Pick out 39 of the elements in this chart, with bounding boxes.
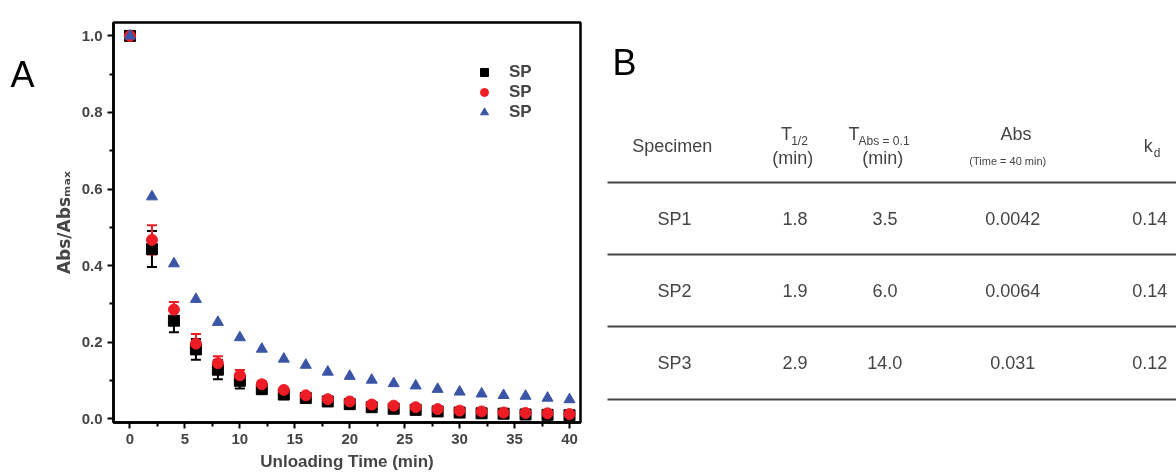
text: SP2	[657, 280, 692, 301]
y-axis-title: Abs/Absₘₐₓ	[53, 170, 74, 275]
legend-label: SP	[509, 62, 532, 82]
x-tick-label: 15	[286, 429, 304, 447]
text: 0.12	[1132, 353, 1168, 373]
text: 3.5	[872, 209, 898, 229]
text: 0.14	[1132, 209, 1168, 229]
text: 0.14	[1132, 281, 1168, 301]
text: A	[10, 54, 35, 96]
y-tick-label: 0.8	[81, 103, 103, 121]
y-tick-label: 0.6	[81, 180, 103, 198]
text: B	[612, 42, 637, 83]
x-tick-label: 35	[506, 429, 523, 447]
text: 6.0	[872, 281, 898, 301]
x-tick-label: 5	[180, 429, 190, 447]
text: Specimen	[632, 135, 713, 156]
x-tick-label: 10	[231, 429, 249, 447]
legend-label: SP	[509, 102, 532, 122]
x-tick-label: 30	[451, 429, 468, 447]
text: 0.0042	[985, 209, 1041, 229]
x-axis-title: Unloading Time (min)	[260, 451, 434, 471]
text: Abs (Time = 40 min)	[969, 123, 1047, 167]
text: 1.9	[782, 281, 808, 301]
text: 1.8	[782, 209, 808, 229]
y-tick-label: 0.0	[81, 409, 103, 427]
y-tick-label: 1.0	[81, 26, 103, 44]
legend-label: SP	[509, 82, 532, 102]
y-tick-label: 0.4	[81, 256, 104, 274]
text: SP1	[657, 208, 692, 229]
text: 0.031	[990, 353, 1036, 373]
text: SP3	[657, 352, 692, 373]
text: 2.9	[782, 353, 808, 373]
text: 0.0064	[985, 281, 1041, 301]
x-tick-label: 25	[396, 429, 414, 447]
y-tick-label: 0.2	[81, 333, 103, 351]
x-tick-label: 0	[125, 429, 135, 447]
text: 14.0	[867, 353, 903, 373]
x-tick-label: 20	[341, 429, 359, 447]
x-tick-label: 40	[561, 429, 578, 447]
